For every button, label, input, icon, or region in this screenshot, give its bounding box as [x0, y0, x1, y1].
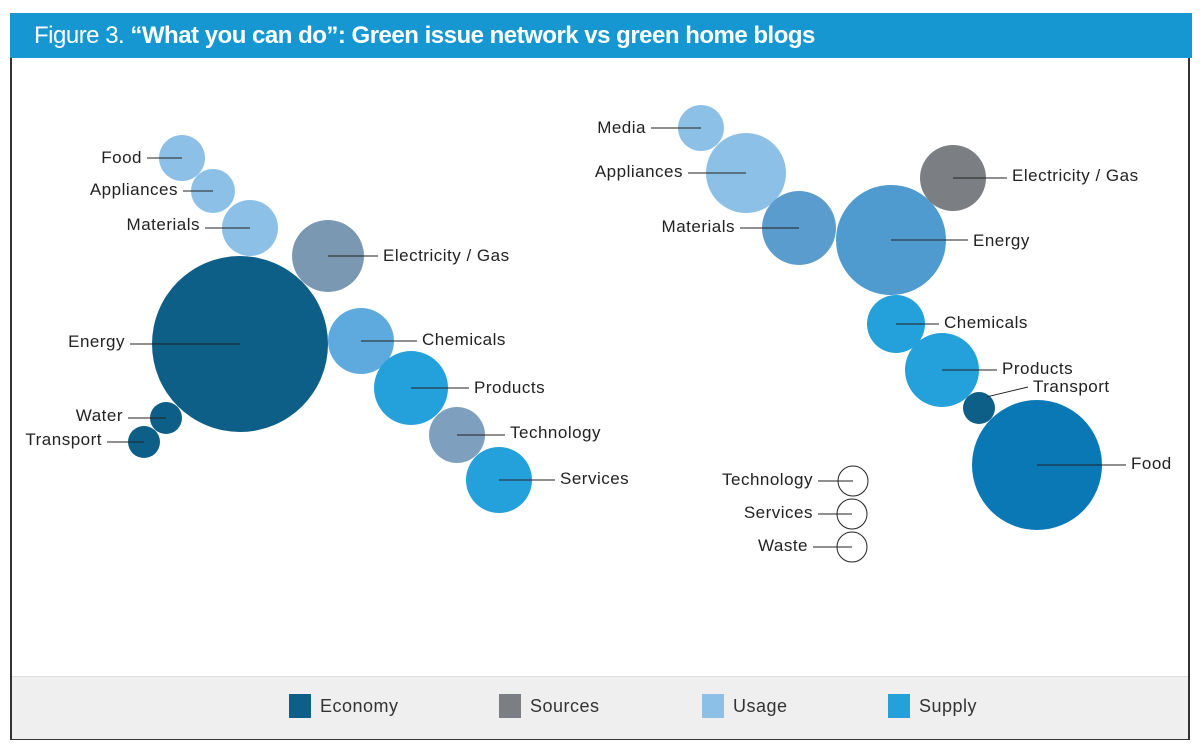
figure-title: “What you can do”: Green issue network v…	[130, 22, 815, 49]
legend-swatch	[499, 694, 521, 718]
legend-swatch	[289, 694, 311, 718]
label-energy: Energy	[973, 231, 1030, 250]
leader-line	[986, 386, 1029, 398]
green-issue-network: Food Appliances Materials Electricity / Gas…	[25, 135, 629, 513]
label-electricity-gas: Electricity / Gas	[1012, 166, 1139, 185]
legend-label: Economy	[320, 695, 399, 716]
label-transport: Transport	[1033, 377, 1110, 396]
label-technology: Technology	[722, 470, 813, 489]
legend-label: Usage	[733, 695, 788, 716]
legend-item-sources: Sources	[499, 694, 600, 718]
label-waste: Waste	[758, 536, 808, 555]
bubble-transport	[963, 392, 995, 424]
legend-item-supply: Supply	[888, 694, 977, 718]
label-food: Food	[101, 148, 142, 167]
label-products: Products	[1002, 359, 1073, 378]
label-products: Products	[474, 378, 545, 397]
label-materials: Materials	[662, 217, 735, 236]
label-technology: Technology	[510, 423, 601, 442]
legend-swatch	[702, 694, 724, 718]
label-materials: Materials	[127, 215, 200, 234]
label-appliances: Appliances	[595, 162, 683, 181]
label-chemicals: Chemicals	[422, 330, 506, 349]
figure-header: Figure 3. “What you can do”: Green issue…	[10, 13, 1192, 58]
label-food: Food	[1131, 454, 1172, 473]
label-services: Services	[560, 469, 629, 488]
figure-number: Figure 3.	[34, 22, 131, 49]
label-appliances: Appliances	[90, 180, 178, 199]
legend-swatch	[888, 694, 910, 718]
label-services: Services	[744, 503, 813, 522]
legend-item-economy: Economy	[289, 694, 399, 718]
label-energy: Energy	[68, 332, 125, 351]
legend-label: Supply	[919, 695, 978, 716]
label-transport: Transport	[25, 430, 102, 449]
legend-label: Sources	[530, 695, 600, 716]
label-chemicals: Chemicals	[944, 313, 1028, 332]
label-media: Media	[597, 118, 646, 137]
label-electricity-gas: Electricity / Gas	[383, 246, 510, 265]
label-water: Water	[76, 406, 123, 425]
legend: Economy Sources Usage Supply	[12, 676, 1188, 739]
legend-item-usage: Usage	[702, 694, 788, 718]
green-home-blogs: Media Appliances Materials Energy Electricit…	[595, 105, 1172, 563]
